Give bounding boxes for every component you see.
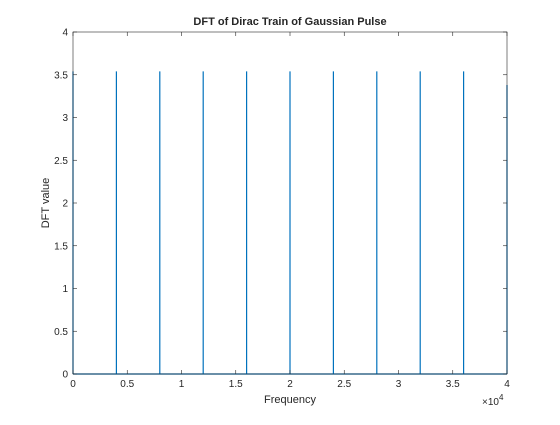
y-tick-label: 3 [62,113,68,124]
y-tick-label: 3.5 [54,70,68,81]
y-axis-label: DFT value [40,178,52,229]
x-axis-exponent-power: 4 [499,393,504,402]
y-tick-label: 1.5 [54,241,68,252]
x-axis-exponent-base: ×10 [482,397,499,408]
y-tick-label: 2 [62,199,68,210]
x-tick-label: 2 [287,379,293,390]
y-tick-label: 0 [62,370,68,381]
x-tick-label: 3 [396,379,402,390]
x-tick-label: 0.5 [120,379,134,390]
y-tick-label: 1 [62,284,68,295]
x-axis-ticks: 0 0.5 1 1.5 2 2.5 3 3.5 4 [70,32,510,390]
x-axis-label: Frequency [264,394,316,406]
chart-title: DFT of Dirac Train of Gaussian Pulse [193,16,386,28]
y-tick-label: 4 [62,28,68,39]
x-tick-label: 0 [70,379,76,390]
x-tick-label: 3.5 [446,379,460,390]
x-tick-label: 1 [179,379,185,390]
y-tick-label: 0.5 [54,327,68,338]
y-tick-label: 2.5 [54,156,68,167]
x-tick-label: 4 [504,379,510,390]
y-axis-ticks: 0 0.5 1 1.5 2 2.5 3 3.5 4 [54,28,507,381]
x-tick-label: 2.5 [337,379,351,390]
x-tick-label: 1.5 [229,379,243,390]
x-axis-exponent: ×104 [482,393,504,408]
